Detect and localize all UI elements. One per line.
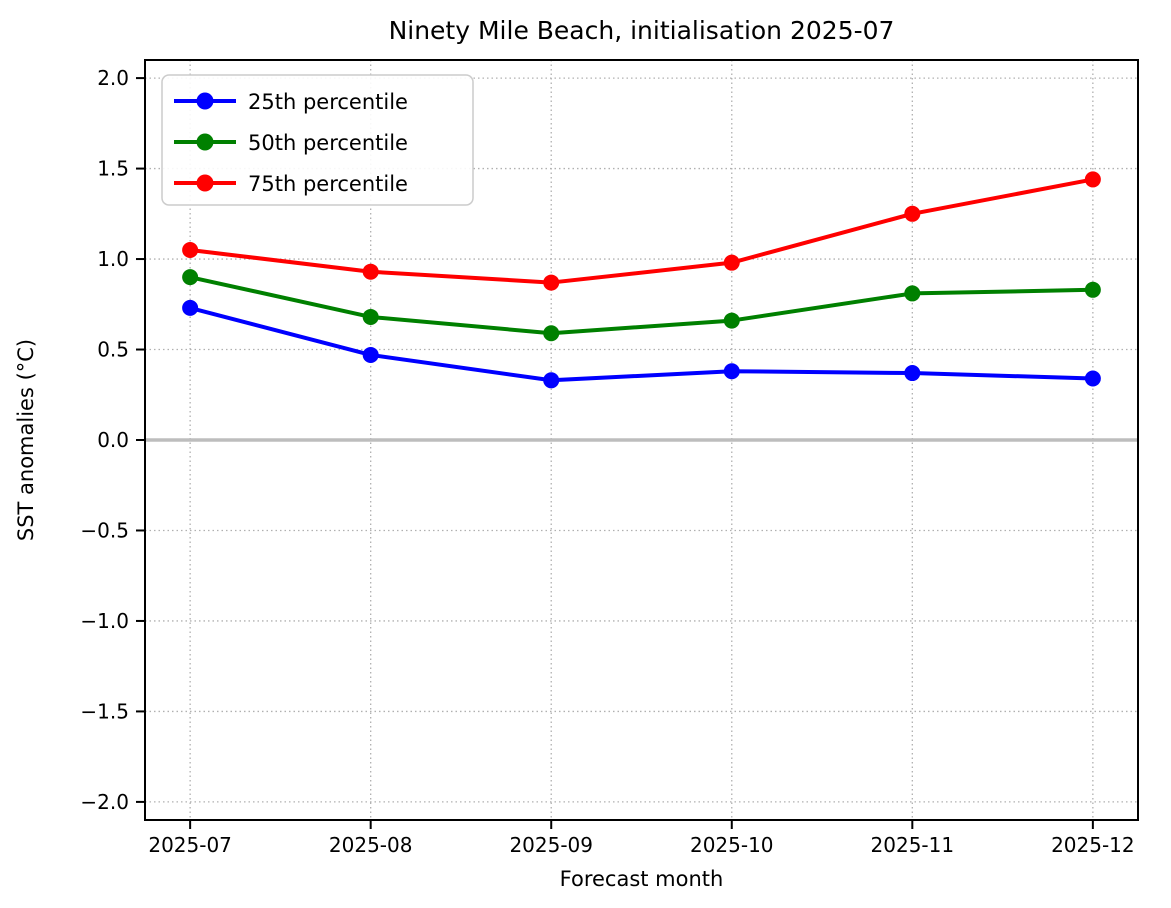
legend-item: 25th percentile	[174, 90, 408, 114]
figure-title: Ninety Mile Beach, initialisation 2025-0…	[389, 16, 895, 45]
data-point-marker	[1084, 370, 1101, 387]
y-tick-label: −0.5	[80, 518, 129, 542]
legend-label: 75th percentile	[248, 172, 408, 196]
data-point-marker	[723, 312, 740, 329]
x-tick-label: 2025-11	[871, 833, 955, 857]
x-tick-label: 2025-08	[329, 833, 413, 857]
legend: 25th percentile 50th percentile 75th perce…	[161, 74, 474, 206]
x-tick-label: 2025-07	[148, 833, 232, 857]
series-line-75th-percentile	[188, 177, 1095, 285]
data-point-marker	[904, 285, 921, 302]
y-tick-label: −1.0	[80, 609, 129, 633]
data-point-marker	[1084, 171, 1101, 188]
x-tick-label: 2025-10	[690, 833, 774, 857]
data-point-marker	[182, 242, 199, 258]
x-tick-label: 2025-09	[509, 833, 593, 857]
data-point-marker	[182, 299, 199, 316]
y-tick-label: 0.5	[97, 338, 129, 362]
y-tick-label: 1.5	[97, 157, 129, 181]
series-line-25th-percentile	[188, 305, 1095, 383]
legend-label: 25th percentile	[248, 90, 408, 114]
data-point-marker	[362, 346, 379, 363]
data-point-marker	[904, 205, 921, 222]
legend-marker	[196, 92, 214, 110]
data-point-marker	[723, 363, 740, 380]
y-tick-label: 2.0	[97, 66, 129, 90]
y-tick-label: 1.0	[97, 247, 129, 271]
series-line-50th-percentile	[188, 275, 1095, 336]
legend-item: 50th percentile	[174, 131, 408, 155]
legend-label: 50th percentile	[248, 131, 408, 155]
data-point-marker	[182, 269, 199, 286]
data-point-marker	[543, 325, 560, 342]
y-tick-label: −1.5	[80, 699, 129, 723]
data-point-marker	[362, 263, 379, 280]
data-point-marker	[543, 372, 560, 389]
y-tick-label: 0.0	[97, 428, 129, 452]
x-tick-label: 2025-12	[1051, 833, 1135, 857]
data-point-marker	[904, 365, 921, 382]
legend-frame	[161, 74, 474, 206]
data-point-marker	[362, 308, 379, 325]
legend-marker	[196, 133, 214, 151]
legend-item: 75th percentile	[174, 172, 408, 196]
data-point-marker	[1084, 281, 1101, 298]
data-point-marker	[723, 254, 740, 271]
y-axis-label: SST anomalies (°C)	[14, 339, 38, 541]
y-tick-label: −2.0	[80, 790, 129, 814]
x-axis-label: Forecast month	[560, 867, 724, 891]
data-point-marker	[543, 274, 560, 291]
legend-marker	[196, 174, 214, 192]
